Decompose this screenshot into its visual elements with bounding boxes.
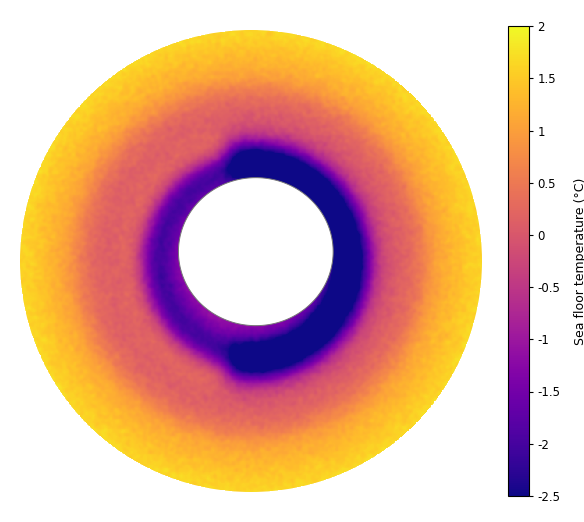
Polygon shape: [179, 177, 333, 326]
Y-axis label: Sea floor temperature (°C): Sea floor temperature (°C): [575, 177, 584, 345]
